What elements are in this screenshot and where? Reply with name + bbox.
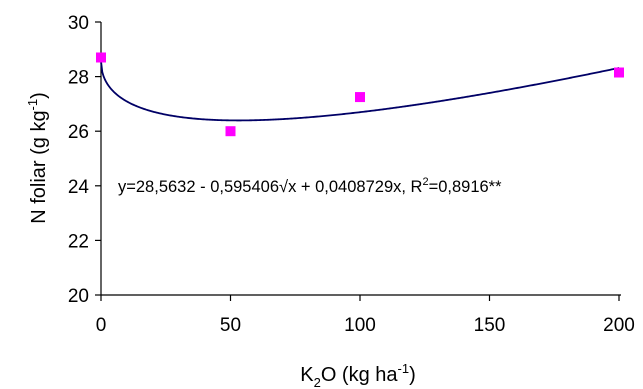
x-tick-label: 50 <box>220 315 241 336</box>
x-tick-label: 100 <box>344 315 376 336</box>
x-tick-label: 0 <box>96 315 107 336</box>
data-point <box>96 52 106 63</box>
x-axis-ticks: 0 50 100 150 200 <box>96 295 635 336</box>
fit-curve <box>100 61 620 122</box>
data-point <box>614 67 624 78</box>
regression-equation: y=28,5632 - 0,595406√x + 0,0408729x, R2=… <box>118 176 502 196</box>
x-axis-title: K2O (kg ha-1) <box>300 361 416 389</box>
y-tick-label: 28 <box>68 68 89 89</box>
plot-area: 20 22 24 26 28 30 0 50 100 150 200 <box>68 13 635 336</box>
y-tick-label: 24 <box>68 177 90 198</box>
data-point <box>225 126 236 137</box>
x-tick-label: 200 <box>603 315 635 336</box>
y-tick-label: 20 <box>68 286 89 307</box>
y-tick-label: 22 <box>68 231 89 252</box>
y-tick-label: 30 <box>68 13 89 34</box>
y-axis-title: N foliar (g kg-1) <box>25 92 50 224</box>
data-point <box>355 92 365 103</box>
y-axis-ticks: 20 22 24 26 28 30 <box>68 13 101 307</box>
y-tick-label: 26 <box>68 122 89 143</box>
data-markers <box>96 52 624 137</box>
x-tick-label: 150 <box>474 315 506 336</box>
